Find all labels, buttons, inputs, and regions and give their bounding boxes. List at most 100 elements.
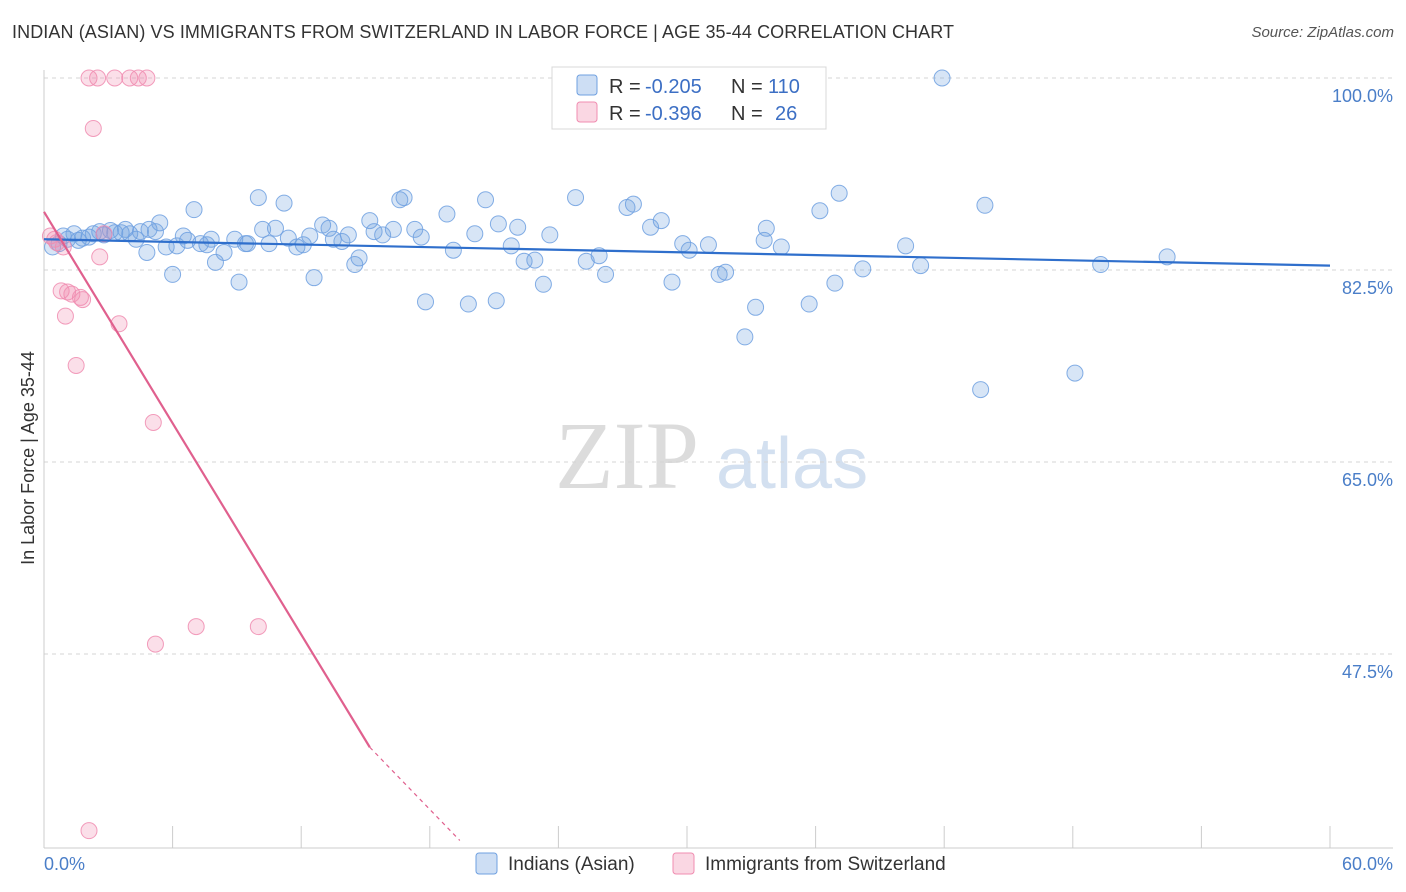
indians-asian-point bbox=[811, 202, 829, 220]
indians-asian-point bbox=[826, 274, 844, 292]
switzerland-point bbox=[110, 315, 128, 333]
switzerland-point bbox=[144, 414, 162, 432]
trend-line-switzerland bbox=[43, 211, 371, 748]
bottom-legend-label-indians: Indians (Asian) bbox=[508, 854, 635, 875]
series-immigrants-switzerland bbox=[41, 69, 267, 840]
switzerland-point bbox=[63, 285, 81, 303]
indians-asian-point bbox=[230, 273, 248, 291]
chart-title: INDIAN (ASIAN) VS IMMIGRANTS FROM SWITZE… bbox=[12, 22, 955, 42]
indians-asian-point bbox=[249, 189, 267, 207]
indians-asian-point bbox=[757, 219, 775, 237]
indians-asian-point bbox=[1158, 248, 1176, 266]
indians-asian-point bbox=[534, 275, 552, 293]
legend-r-label-switzerland: R = bbox=[609, 103, 641, 125]
legend-r-value-switzerland: -0.396 bbox=[645, 103, 702, 125]
indians-asian-point bbox=[541, 226, 559, 244]
indians-asian-point bbox=[417, 293, 435, 311]
indians-asian-point bbox=[854, 260, 872, 278]
bottom-legend-label-switzerland: Immigrants from Switzerland bbox=[705, 854, 946, 875]
indians-asian-point bbox=[146, 223, 164, 241]
legend-n-value-indians: 110 bbox=[768, 76, 800, 98]
indians-asian-point bbox=[976, 196, 994, 214]
switzerland-point bbox=[67, 356, 85, 374]
indians-asian-point bbox=[288, 238, 306, 256]
indians-asian-point bbox=[361, 212, 379, 230]
switzerland-point bbox=[80, 822, 98, 840]
legend-r-value-indians: -0.205 bbox=[645, 76, 702, 98]
indians-asian-point bbox=[933, 69, 951, 87]
y-tick-label: 65.0% bbox=[1342, 470, 1393, 490]
legend-n-label-switzerland: N = bbox=[731, 103, 763, 125]
indians-asian-point bbox=[301, 227, 319, 245]
indians-asian-point bbox=[138, 243, 156, 261]
y-axis-label: In Labor Force | Age 35-44 bbox=[18, 351, 38, 565]
switzerland-point bbox=[91, 248, 109, 266]
indians-asian-point bbox=[652, 212, 670, 230]
trend-lines bbox=[43, 211, 1331, 841]
indians-asian-point bbox=[972, 381, 990, 399]
indians-asian-point bbox=[444, 241, 462, 259]
x-tick-label-max: 60.0% bbox=[1342, 854, 1393, 874]
axes bbox=[43, 70, 1393, 849]
indians-asian-point bbox=[350, 249, 368, 267]
indians-asian-point bbox=[772, 238, 790, 256]
indians-asian-point bbox=[526, 251, 544, 269]
indians-asian-point bbox=[305, 269, 323, 287]
switzerland-point bbox=[84, 119, 102, 137]
indians-asian-point bbox=[179, 231, 197, 249]
indians-asian-point bbox=[642, 218, 660, 236]
y-tick-labels: 47.5% 65.0% 82.5% 100.0% bbox=[1332, 86, 1393, 682]
indians-asian-point bbox=[624, 195, 642, 213]
source-credit: Source: ZipAtlas.com bbox=[1251, 24, 1394, 41]
legend-n-label-indians: N = bbox=[731, 76, 763, 98]
trend-line-indians bbox=[43, 238, 1331, 267]
indians-asian-point bbox=[254, 220, 272, 238]
indians-asian-point bbox=[489, 215, 507, 233]
indians-asian-point bbox=[365, 223, 383, 241]
trend-line-switzerland-extension bbox=[369, 746, 461, 841]
switzerland-point bbox=[187, 618, 205, 636]
indians-asian-point bbox=[215, 243, 233, 261]
indians-asian-point bbox=[164, 265, 182, 283]
indians-asian-point bbox=[912, 257, 930, 275]
indians-asian-point bbox=[747, 298, 765, 316]
legend-swatch-indians bbox=[576, 74, 598, 96]
indians-asian-point bbox=[663, 273, 681, 291]
series-legend: Indians (Asian) Immigrants from Switzerl… bbox=[475, 852, 946, 875]
indians-asian-point bbox=[339, 226, 357, 244]
indians-asian-point bbox=[487, 292, 505, 310]
indians-asian-point bbox=[412, 228, 430, 246]
indians-asian-point bbox=[459, 295, 477, 313]
indians-asian-point bbox=[74, 229, 92, 247]
switzerland-point bbox=[95, 225, 113, 243]
indians-asian-point bbox=[185, 201, 203, 219]
gridlines bbox=[44, 77, 1393, 655]
indians-asian-point bbox=[151, 214, 169, 232]
switzerland-point bbox=[80, 69, 98, 87]
indians-asian-point bbox=[140, 220, 158, 238]
bottom-legend-swatch-switzerland bbox=[672, 852, 695, 875]
y-tick-label: 47.5% bbox=[1342, 662, 1393, 682]
indians-asian-point bbox=[384, 220, 402, 238]
indians-asian-point bbox=[680, 241, 698, 259]
indians-asian-point bbox=[266, 219, 284, 237]
y-tick-label: 100.0% bbox=[1332, 86, 1393, 106]
switzerland-point bbox=[52, 282, 70, 300]
indians-asian-point bbox=[699, 236, 717, 254]
switzerland-point bbox=[129, 69, 147, 87]
legend-r-label-indians: R = bbox=[609, 76, 641, 98]
indians-asian-point bbox=[127, 230, 145, 248]
switzerland-point bbox=[71, 288, 89, 306]
indians-asian-point bbox=[202, 230, 220, 248]
indians-asian-point bbox=[717, 263, 735, 281]
indians-asian-point bbox=[395, 189, 413, 207]
indians-asian-point bbox=[830, 184, 848, 202]
legend-swatch-switzerland bbox=[576, 101, 598, 123]
indians-asian-point bbox=[320, 219, 338, 237]
indians-asian-point bbox=[279, 229, 297, 247]
switzerland-point bbox=[249, 618, 267, 636]
legend-box bbox=[551, 66, 827, 130]
indians-asian-point bbox=[275, 194, 293, 212]
indians-asian-point bbox=[736, 328, 754, 346]
